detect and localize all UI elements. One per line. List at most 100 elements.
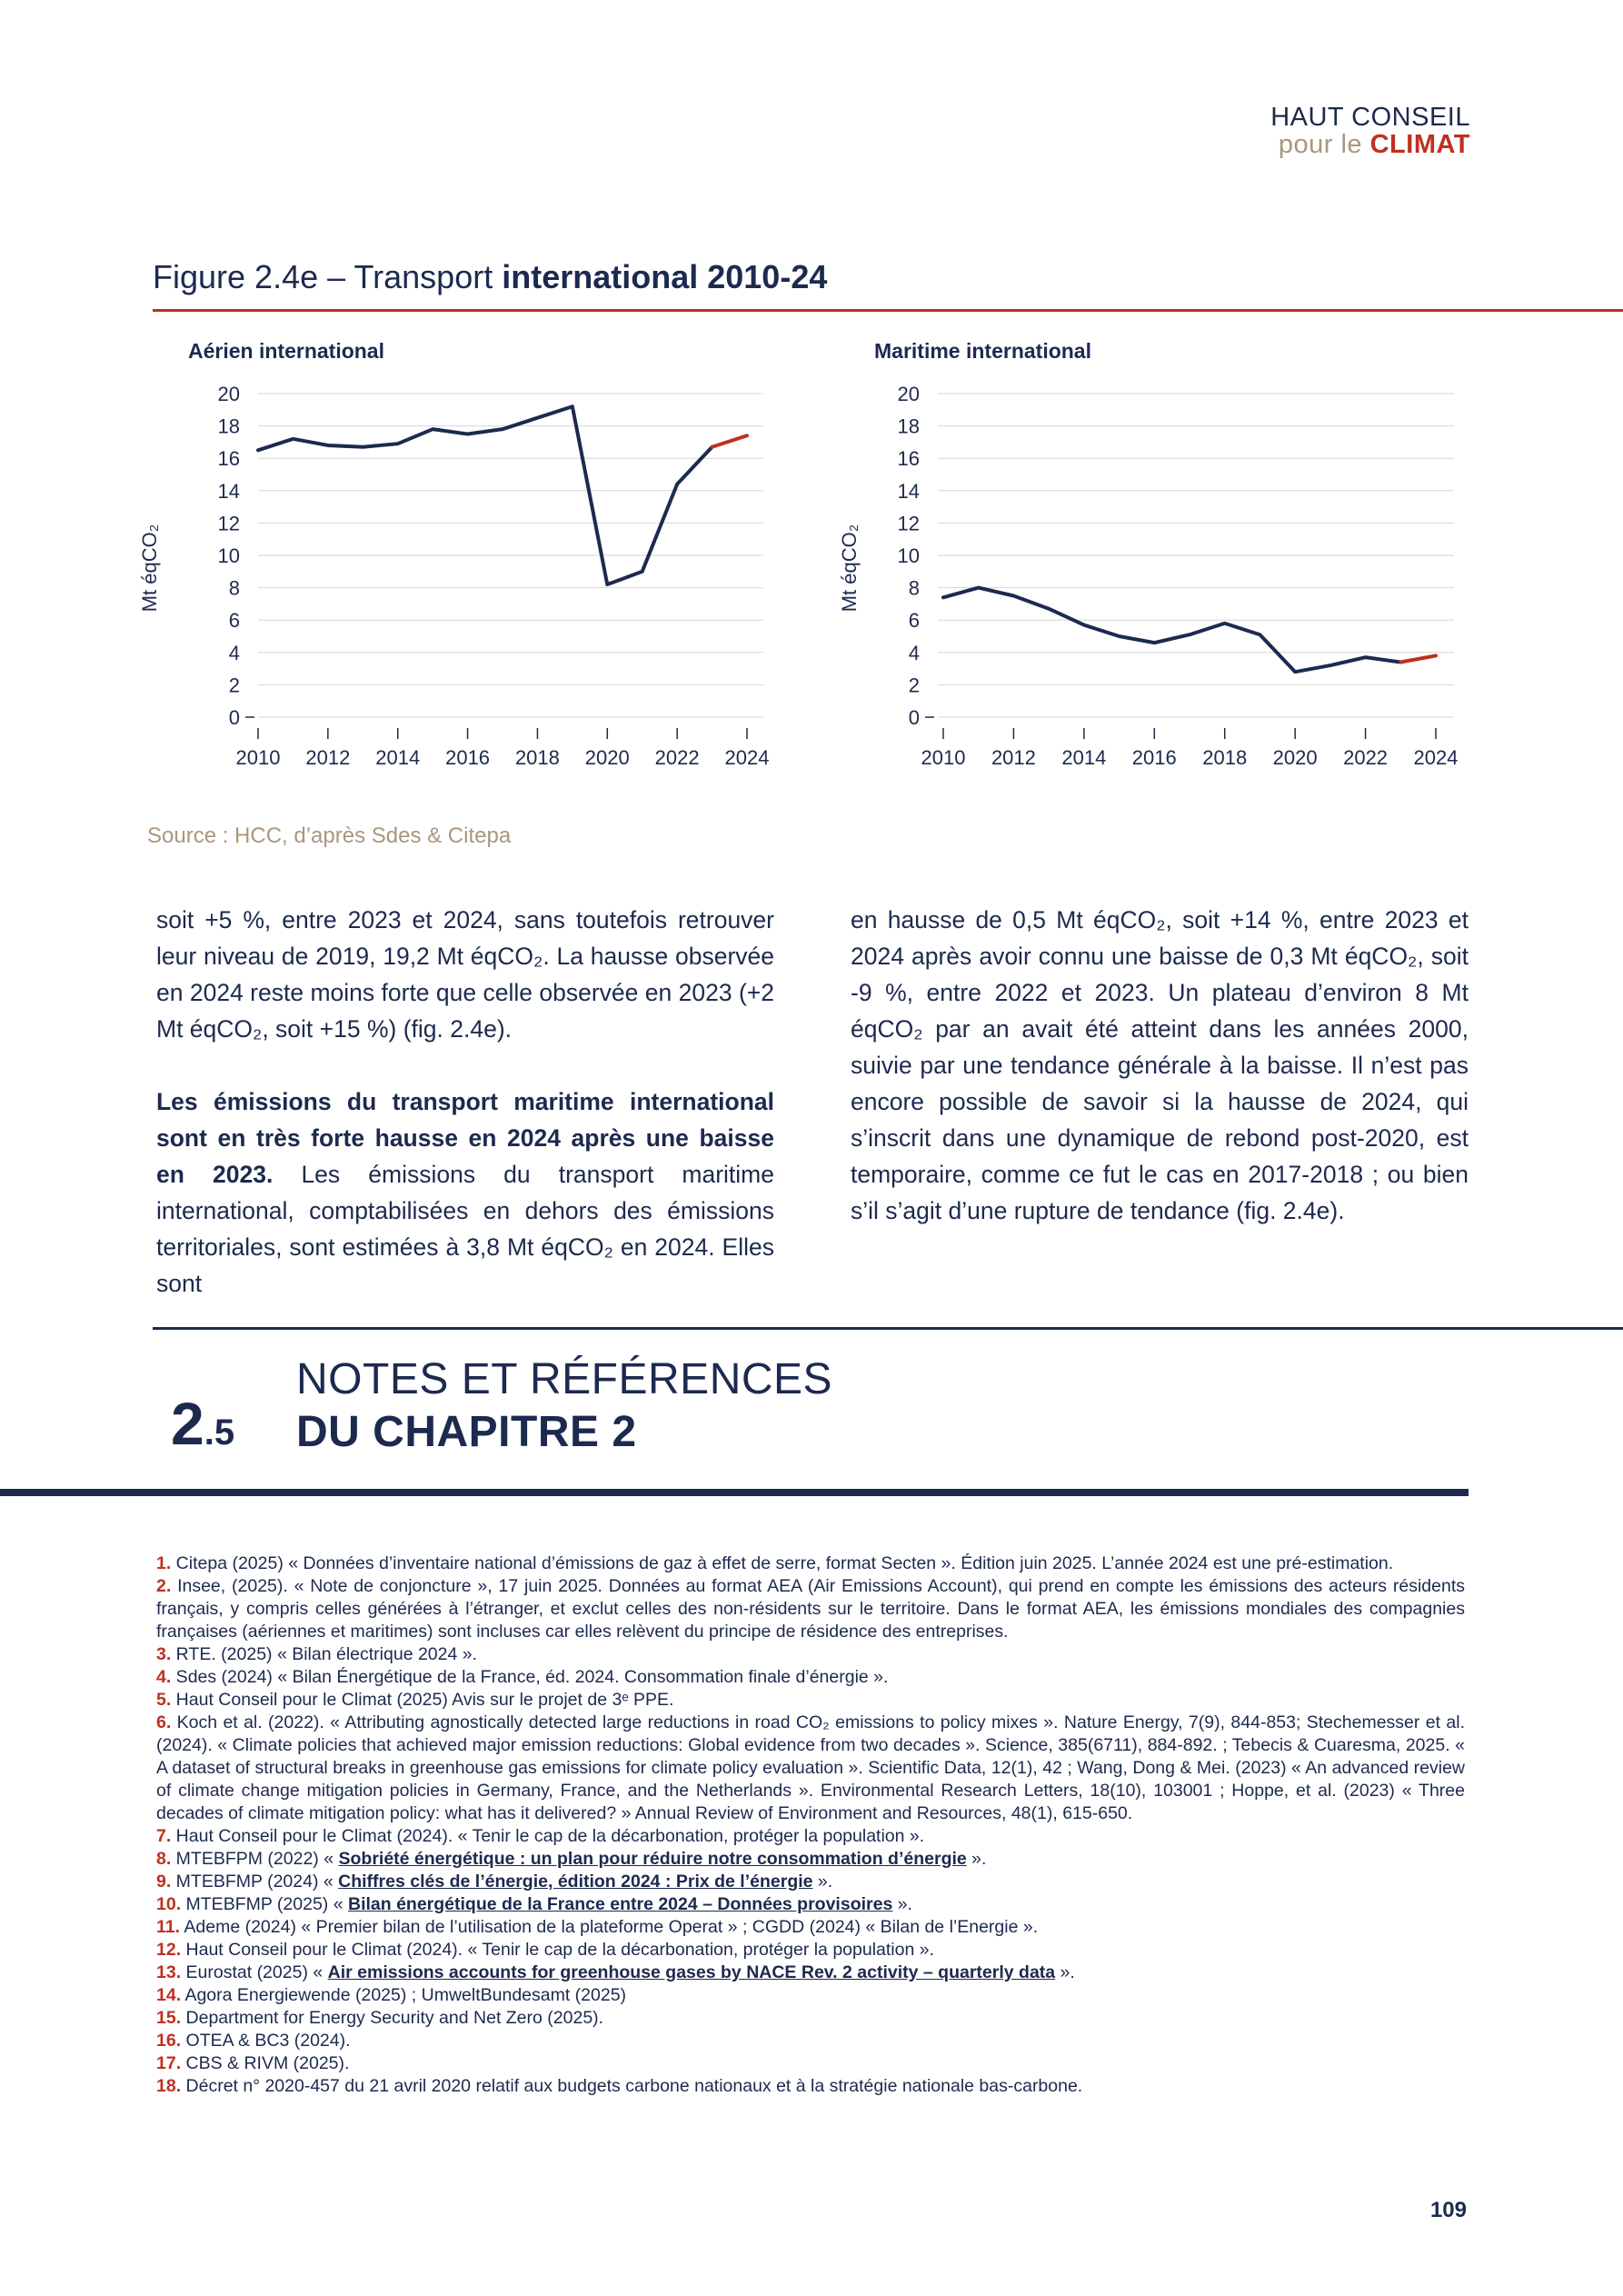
series-line-highlight xyxy=(1399,654,1438,664)
note-text: Haut Conseil pour le Climat (2024). « Te… xyxy=(171,1826,925,1846)
figure-title: Figure 2.4e – Transport international 20… xyxy=(153,258,827,296)
logo-line-1: HAUT CONSEIL xyxy=(1270,103,1470,132)
note-text: Citepa (2025) « Données d’inventaire nat… xyxy=(171,1553,1394,1573)
y-tick-label: 16 xyxy=(218,447,240,470)
note-text: Haut Conseil pour le Climat (2025) Avis … xyxy=(171,1690,674,1710)
note-item: 13. Eurostat (2025) « Air emissions acco… xyxy=(156,1962,1465,1984)
note-text: MTEBFMP (2024) « xyxy=(171,1872,339,1892)
x-tick-label: 2012 xyxy=(991,746,1036,769)
x-tick-label: 2010 xyxy=(921,746,966,769)
note-number: 7. xyxy=(156,1826,172,1846)
note-text: Koch et al. (2022). « Attributing agnost… xyxy=(156,1712,1465,1823)
section-number: 2.5 xyxy=(171,1389,234,1458)
left-paragraph-1: soit +5 %, entre 2023 et 2024, sans tout… xyxy=(156,906,774,1043)
y-tick-label: 18 xyxy=(898,415,920,438)
note-number: 5. xyxy=(156,1690,172,1710)
note-item: 16. OTEA & BC3 (2024). xyxy=(156,2030,1465,2052)
note-text-end: ». xyxy=(812,1872,833,1892)
note-number: 1. xyxy=(156,1553,172,1573)
series-line-highlight xyxy=(710,434,749,449)
x-tick-label: 2010 xyxy=(236,746,281,769)
note-text: Ademe (2024) « Premier bilan de l’utilis… xyxy=(180,1917,1039,1937)
note-link[interactable]: Sobriété énergétique : un plan pour rédu… xyxy=(338,1849,967,1869)
y-tick-label: 4 xyxy=(909,642,920,664)
note-number: 18. xyxy=(156,2076,182,2096)
note-item: 7. Haut Conseil pour le Climat (2024). «… xyxy=(156,1825,1465,1848)
section-bottom-rule xyxy=(0,1489,1469,1496)
body-right-column: en hausse de 0,5 Mt éqCO₂, soit +14 %, e… xyxy=(851,902,1469,1229)
note-item: 3. RTE. (2025) « Bilan électrique 2024 »… xyxy=(156,1643,1465,1666)
x-tick-label: 2014 xyxy=(1061,746,1106,769)
y-axis-label: Mt éqCO₂ xyxy=(838,524,861,613)
note-item: 1. Citepa (2025) « Données d’inventaire … xyxy=(156,1552,1465,1575)
note-link[interactable]: Chiffres clés de l’énergie, édition 2024… xyxy=(338,1872,813,1892)
y-tick-label: 10 xyxy=(218,544,240,567)
chart-maritime: 0 2 4 6 8 10 12 14 16 18 20 2010 2012 2014 2016 2018 202… xyxy=(838,383,1459,769)
left-paragraph-2: Les émissions du transport maritime inte… xyxy=(156,1083,774,1302)
x-tick-label: 2012 xyxy=(305,746,350,769)
x-tick-label: 2016 xyxy=(445,746,490,769)
note-text: Eurostat (2025) « xyxy=(181,1962,328,1982)
x-tick-label: 2016 xyxy=(1132,746,1177,769)
y-tick-label: 20 xyxy=(898,383,920,405)
x-tick-label: 2022 xyxy=(1343,746,1388,769)
note-item: 9. MTEBFMP (2024) « Chiffres clés de l’é… xyxy=(156,1871,1465,1893)
y-tick-label: 8 xyxy=(229,577,240,600)
y-tick-label: 14 xyxy=(218,480,240,503)
right-paragraph-1: en hausse de 0,5 Mt éqCO₂, soit +14 %, e… xyxy=(851,906,1469,1224)
y-tick-label: 8 xyxy=(909,577,920,600)
note-item: 5. Haut Conseil pour le Climat (2025) Av… xyxy=(156,1689,1465,1712)
note-text: RTE. (2025) « Bilan électrique 2024 ». xyxy=(171,1644,478,1664)
note-text-end: ». xyxy=(892,1894,912,1914)
section-number-main: 2 xyxy=(171,1390,204,1457)
note-text: Department for Energy Security and Net Z… xyxy=(181,2008,604,2028)
note-item: 12. Haut Conseil pour le Climat (2024). … xyxy=(156,1939,1465,1962)
logo-line-2-prefix: pour le xyxy=(1278,130,1370,159)
note-text: Agora Energiewende (2025) ; UmweltBundes… xyxy=(181,1985,627,2005)
section-title-line-1: NOTES ET RÉFÉRENCES xyxy=(296,1355,833,1403)
note-item: 6. Koch et al. (2022). « Attributing agn… xyxy=(156,1712,1465,1825)
note-number: 3. xyxy=(156,1644,172,1664)
note-number: 13. xyxy=(156,1962,182,1982)
chart-title-aerien: Aérien international xyxy=(188,339,384,363)
x-tick-label: 2024 xyxy=(725,746,770,769)
notes-list: 1. Citepa (2025) « Données d’inventaire … xyxy=(156,1552,1465,2098)
note-text: OTEA & BC3 (2024). xyxy=(181,2031,351,2051)
note-number: 10. xyxy=(156,1894,182,1914)
note-text-end: ». xyxy=(966,1849,987,1869)
note-link[interactable]: Bilan énergétique de la France entre 202… xyxy=(347,1894,893,1914)
note-text: Décret n° 2020-457 du 21 avril 2020 rela… xyxy=(181,2076,1083,2096)
note-number: 16. xyxy=(156,2031,182,2051)
series-line xyxy=(256,404,714,587)
y-tick-label: 6 xyxy=(229,609,240,632)
note-text: MTEBFMP (2025) « xyxy=(181,1894,348,1914)
note-item: 8. MTEBFPM (2022) « Sobriété énergétique… xyxy=(156,1848,1465,1871)
y-tick-label: 18 xyxy=(218,415,240,438)
note-number: 4. xyxy=(156,1667,172,1687)
note-item: 15. Department for Energy Security and N… xyxy=(156,2007,1465,2030)
y-tick-label: 12 xyxy=(898,512,920,534)
note-item: 14. Agora Energiewende (2025) ; UmweltBu… xyxy=(156,1984,1465,2007)
x-tick-label: 2018 xyxy=(1202,746,1247,769)
note-item: 4. Sdes (2024) « Bilan Énergétique de la… xyxy=(156,1666,1465,1689)
y-tick-label: 10 xyxy=(898,544,920,567)
note-number: 11. xyxy=(156,1917,181,1937)
note-link[interactable]: Air emissions accounts for greenhouse ga… xyxy=(327,1962,1056,1982)
note-item: 2. Insee, (2025). « Note de conjoncture … xyxy=(156,1575,1465,1643)
note-number: 2. xyxy=(156,1576,172,1596)
page-number: 109 xyxy=(1429,2198,1467,2222)
note-number: 6. xyxy=(156,1712,172,1732)
note-number: 14. xyxy=(156,1985,182,2005)
note-number: 8. xyxy=(156,1849,172,1869)
note-item: 10. MTEBFMP (2025) « Bilan énergétique d… xyxy=(156,1893,1465,1916)
series-line xyxy=(941,585,1403,674)
x-tick-label: 2024 xyxy=(1414,746,1459,769)
y-tick-label: 2 xyxy=(229,674,240,696)
note-number: 12. xyxy=(156,1940,182,1960)
note-text-end: ». xyxy=(1055,1962,1075,1982)
x-tick-label: 2018 xyxy=(515,746,560,769)
figure-title-prefix: Figure 2.4e – Transport xyxy=(153,258,503,295)
section-number-sub: .5 xyxy=(204,1413,235,1452)
note-number: 15. xyxy=(156,2008,182,2028)
left-paragraph-2-rest: Les émissions du transport maritime inte… xyxy=(156,1161,774,1297)
